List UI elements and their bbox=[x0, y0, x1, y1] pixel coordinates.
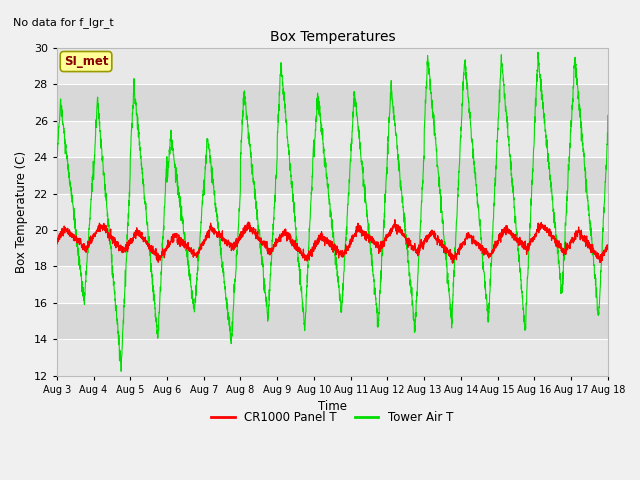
Text: No data for f_lgr_t: No data for f_lgr_t bbox=[13, 18, 113, 28]
Bar bbox=[57, 230, 608, 266]
Bar bbox=[57, 84, 608, 121]
X-axis label: Time: Time bbox=[318, 400, 347, 413]
Bar bbox=[57, 266, 608, 303]
Text: SI_met: SI_met bbox=[64, 55, 108, 68]
Y-axis label: Box Temperature (C): Box Temperature (C) bbox=[15, 151, 28, 273]
Title: Box Temperatures: Box Temperatures bbox=[269, 30, 395, 44]
Legend: CR1000 Panel T, Tower Air T: CR1000 Panel T, Tower Air T bbox=[207, 406, 458, 429]
Bar bbox=[57, 339, 608, 375]
Bar bbox=[57, 157, 608, 193]
Bar bbox=[57, 48, 608, 84]
Bar bbox=[57, 303, 608, 339]
Bar bbox=[57, 121, 608, 157]
Bar bbox=[57, 193, 608, 230]
